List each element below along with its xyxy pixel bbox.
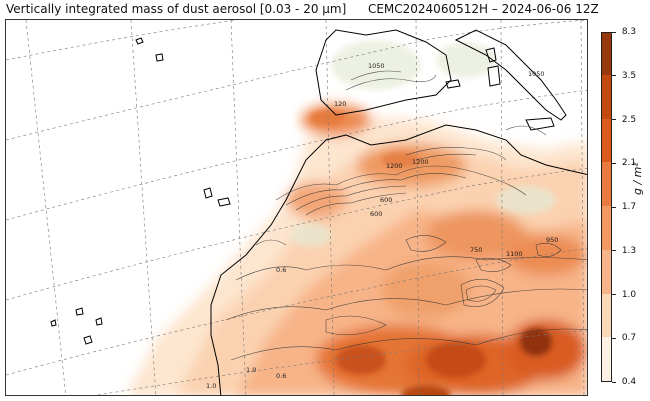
colorbar-tick-label: 1.0 bbox=[621, 289, 637, 300]
colorbar-segment bbox=[602, 33, 611, 75]
colorbar-segment bbox=[602, 336, 611, 381]
colorbar-tick-label: 2.1 bbox=[621, 158, 637, 169]
colorbar-tick-label: 3.5 bbox=[621, 70, 637, 81]
colorbar-tick-mark bbox=[612, 162, 616, 164]
colorbar-unit-label: g / m² bbox=[631, 162, 644, 195]
contour-label: 950 bbox=[546, 236, 558, 244]
colorbar-tick-mark bbox=[612, 337, 616, 339]
colorbar-segment bbox=[602, 73, 611, 119]
contour-label: 1.0 bbox=[206, 382, 216, 390]
coastlines bbox=[50, 29, 587, 395]
colorbar-segment bbox=[602, 161, 611, 206]
relief-patches bbox=[291, 40, 556, 247]
colorbar-tick-mark bbox=[612, 75, 616, 77]
contour-label: 120 bbox=[334, 100, 346, 108]
contour-labels: 1050 120 1200 1200 600 600 0.6 750 950 1… bbox=[206, 62, 558, 390]
contour-label: 600 bbox=[380, 196, 392, 204]
contour-label: 1200 bbox=[386, 162, 403, 170]
contour-label: 1200 bbox=[412, 158, 429, 166]
contour-label: 0.6 bbox=[276, 372, 286, 380]
colorbar-segment bbox=[602, 292, 611, 338]
dust-field bbox=[127, 104, 587, 395]
colorbar-tick-label: 0.7 bbox=[621, 333, 637, 344]
contour-label: 750 bbox=[470, 246, 482, 254]
colorbar-segment bbox=[602, 248, 611, 294]
colorbar-tick-label: 8.3 bbox=[621, 27, 637, 37]
colorbar-tick-mark bbox=[612, 206, 616, 208]
map-title: Vertically integrated mass of dust aeros… bbox=[6, 2, 606, 18]
contour-label: 1100 bbox=[506, 250, 523, 258]
colorbar-segment bbox=[602, 117, 611, 163]
colorbar-tick-label: 0.4 bbox=[621, 377, 637, 387]
colorbar-tick-mark bbox=[612, 31, 616, 33]
colorbar-tick-mark bbox=[612, 250, 616, 252]
dust-map: 1050 120 1200 1200 600 600 0.6 750 950 1… bbox=[5, 19, 588, 396]
contours bbox=[225, 70, 587, 361]
colorbar-tick-mark bbox=[612, 119, 616, 120]
map-canvas: 1050 120 1200 1200 600 600 0.6 750 950 1… bbox=[6, 20, 587, 395]
graticule bbox=[6, 20, 587, 395]
title-left: Vertically integrated mass of dust aeros… bbox=[6, 2, 347, 16]
contour-label: 1050 bbox=[368, 62, 385, 70]
colorbar-tick-mark bbox=[612, 381, 616, 383]
colorbar bbox=[601, 32, 612, 382]
colorbar-tick-label: 1.3 bbox=[621, 245, 637, 256]
title-right: CEMC2024060512H – 2024-06-06 12Z bbox=[367, 2, 599, 16]
contour-label: 1050 bbox=[528, 70, 545, 78]
colorbar-segment bbox=[602, 205, 611, 250]
colorbar-tick-label: 2.5 bbox=[621, 114, 637, 125]
contour-label: 0.6 bbox=[276, 266, 286, 274]
colorbar-tick-label: 1.7 bbox=[621, 202, 637, 212]
contour-label: 600 bbox=[370, 210, 382, 218]
colorbar-tick-mark bbox=[612, 294, 616, 295]
contour-label: 1.0 bbox=[246, 366, 256, 374]
